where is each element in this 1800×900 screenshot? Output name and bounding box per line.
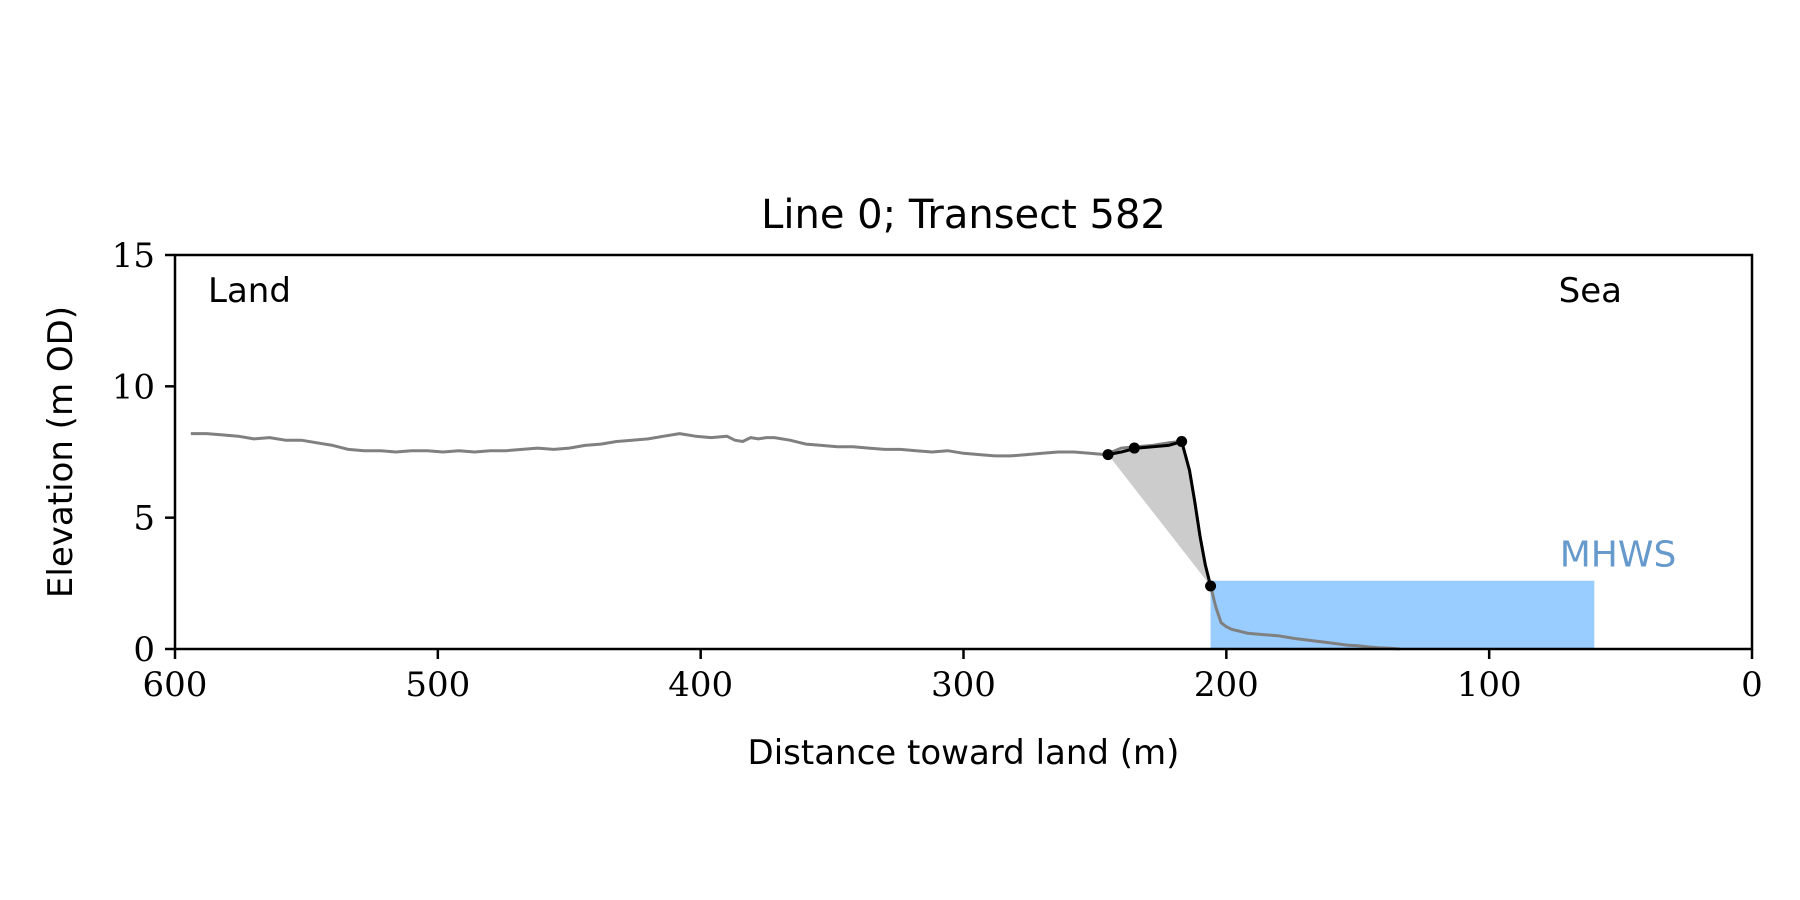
sea-label: Sea — [1559, 271, 1622, 311]
feature-point — [1176, 435, 1188, 447]
x-tick-label: 0 — [1741, 665, 1763, 705]
x-tick-label: 300 — [931, 665, 996, 705]
mhws-water-area — [1210, 580, 1595, 649]
feature-point — [1102, 449, 1114, 461]
y-axis-label: Elevation (m OD) — [41, 306, 81, 598]
land-label: Land — [208, 271, 291, 311]
y-tick-label: 10 — [112, 367, 155, 407]
x-tick-label: 100 — [1457, 665, 1522, 705]
y-axis-ticks: 0 5 10 15 — [112, 236, 175, 670]
feature-point — [1128, 442, 1140, 454]
mhws-label: MHWS — [1560, 535, 1677, 576]
y-tick-label: 5 — [133, 499, 155, 539]
x-tick-label: 400 — [668, 665, 733, 705]
profile-line — [190, 432, 1400, 651]
x-tick-label: 600 — [143, 665, 208, 705]
x-tick-label: 500 — [405, 665, 470, 705]
x-tick-label: 200 — [1194, 665, 1259, 705]
y-tick-label: 15 — [112, 236, 155, 276]
feature-shaded-area — [1108, 441, 1211, 586]
y-tick-label: 0 — [133, 630, 155, 670]
feature-point — [1205, 580, 1217, 592]
x-axis-ticks: 600 500 400 300 200 100 0 — [143, 649, 1763, 705]
plot-area — [173, 253, 1754, 651]
chart-title: Line 0; Transect 582 — [761, 192, 1166, 238]
x-axis-label: Distance toward land (m) — [748, 733, 1180, 773]
